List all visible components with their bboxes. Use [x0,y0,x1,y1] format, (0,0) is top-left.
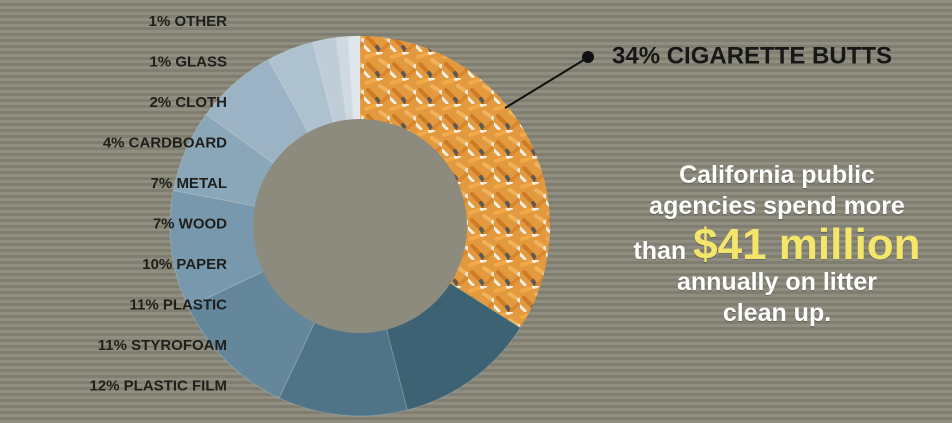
cost-highlight: $41 million [693,219,921,269]
label-1-other: 1% OTHER [149,13,228,30]
message-line-3: than $41 million [612,219,942,269]
cost-message: California public agencies spend more th… [612,160,942,329]
cigarette-butts-label: 34% CIGARETTE BUTTS [612,42,892,69]
label-2-cloth: 2% CLOTH [149,94,227,111]
category-labels: 12% PLASTIC FILM 11% STYROFOAM 11% PLASTIC… [89,13,227,395]
label-12-plastic-film: 12% PLASTIC FILM [89,377,227,394]
message-line-1: California public [679,161,875,189]
message-line-2: agencies spend more [649,192,905,221]
label-11-plastic: 11% PLASTIC [129,296,227,313]
message-line-5: clean up. [722,299,832,327]
label-10-paper: 10% PAPER [142,256,227,273]
label-11-styrofoam: 11% STYROFOAM [98,337,227,354]
message-line-4: annually on litter [676,267,878,296]
label-7-metal: 7% METAL [151,175,227,192]
message-than: than [633,236,694,265]
label-7-wood: 7% WOOD [153,215,227,232]
label-4-cardboard: 4% CARDBOARD [103,134,227,151]
callout-dot [582,51,594,63]
label-1-glass: 1% GLASS [149,53,227,70]
callout-line [504,57,588,109]
cigarette-butts-callout: 34% CIGARETTE BUTTS [504,42,892,109]
donut-center [253,119,467,333]
